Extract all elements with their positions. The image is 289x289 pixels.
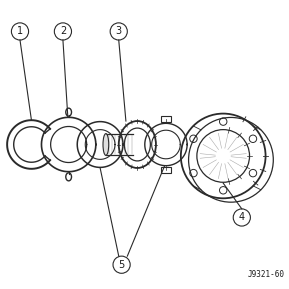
Text: 2: 2 [60,26,66,36]
Ellipse shape [103,134,109,155]
Text: 1: 1 [17,26,23,36]
Text: J9321-60: J9321-60 [248,270,285,279]
Text: 5: 5 [118,260,125,270]
Text: 3: 3 [116,26,122,36]
Text: 4: 4 [239,212,245,223]
